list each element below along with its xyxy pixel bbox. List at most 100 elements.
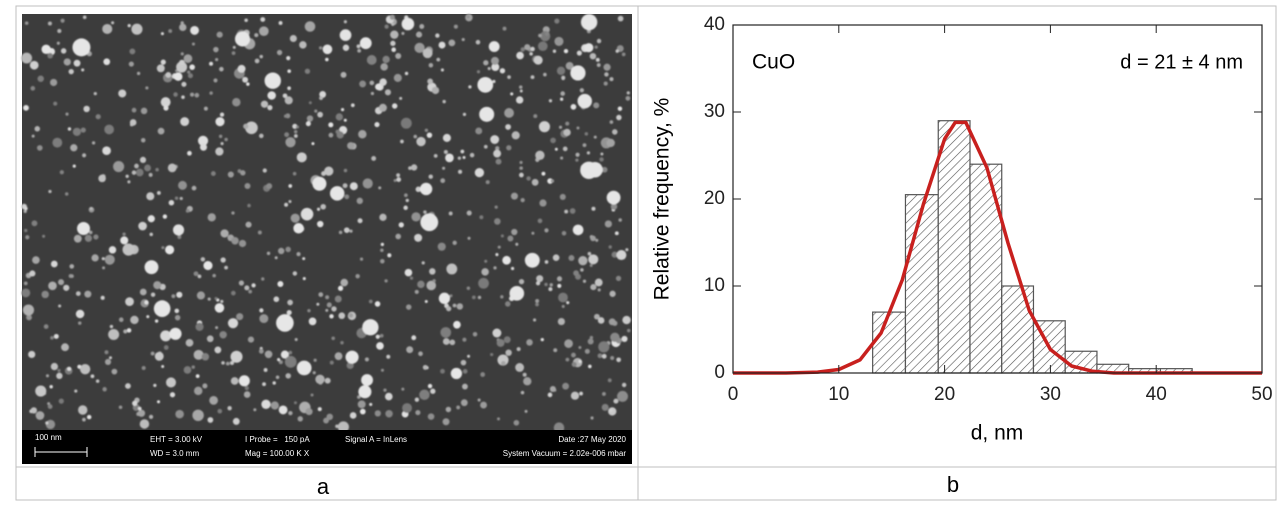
particle [176,61,188,73]
particle [564,339,573,348]
particle [206,335,214,343]
particle [617,15,624,22]
particle [237,64,246,73]
info-text: I Probe = 150 pA [245,435,310,444]
particle [424,128,429,133]
particle [560,156,564,160]
particle [401,387,405,391]
particle [604,220,612,228]
particle [493,149,502,158]
particle [440,178,446,184]
particle [606,190,621,205]
particle [61,343,69,352]
particle [626,328,631,333]
particle [530,75,535,80]
particle [167,163,177,173]
particle [426,132,433,138]
particle [556,66,566,75]
particle [193,349,204,360]
particle [386,354,391,359]
caption: b [947,472,959,497]
particle [179,23,187,32]
particle [36,145,43,151]
particle [462,155,466,159]
particle [243,391,251,398]
particle [391,103,398,109]
particle [225,361,230,366]
particle [477,295,482,300]
particle [262,168,267,173]
particle [258,348,264,354]
particle [232,45,236,49]
particle [219,66,224,72]
particle [538,33,542,38]
particle [539,199,547,207]
particle [497,245,501,249]
particle [359,37,372,50]
particle [374,301,381,307]
particle [535,150,545,161]
particle [150,292,156,297]
particle [576,126,580,130]
particle [125,297,134,307]
particle [154,351,164,361]
info-text: EHT = 3.00 kV [150,435,203,444]
particle [261,277,265,281]
particle [347,142,355,150]
particle [137,409,146,417]
particle [595,238,599,242]
particle [590,416,594,420]
particle [154,319,159,323]
particle [478,277,489,289]
particle [338,230,343,235]
scale-bar [34,447,88,457]
particle [557,283,562,288]
particle [359,257,364,261]
particle [253,408,257,412]
particle [457,156,462,160]
particle [356,197,363,205]
particle [34,126,41,132]
particle [427,383,433,389]
particle [595,57,600,62]
particle [391,47,396,53]
particle [127,180,131,184]
particle [102,146,111,156]
particle [610,355,615,360]
x-tick-label: 10 [828,384,849,405]
particle [174,196,179,200]
particle [582,279,587,283]
particle [621,52,626,57]
particle [30,86,36,91]
particle [406,346,414,354]
particle [190,25,199,35]
particle [460,399,468,407]
particle [344,194,350,200]
particle [495,253,499,257]
particle [49,385,53,389]
particle [289,34,297,43]
particle [81,68,85,72]
particle [246,82,250,86]
particle [224,265,228,270]
particle [173,72,183,81]
particle [538,121,551,133]
particle [358,385,372,399]
particle [575,152,580,157]
particle [563,128,571,137]
particle [560,97,564,101]
particle [612,129,618,135]
particle [88,230,93,235]
particle [172,224,185,236]
particle [587,251,592,256]
info-text: WD = 3.0 mm [150,449,199,458]
x-tick-label: 20 [934,384,955,405]
particle [502,255,511,265]
particle [568,255,575,261]
particle [290,213,300,223]
scale-bar-label: 100 nm [35,433,62,442]
particle [185,208,190,213]
particle [57,368,61,373]
particle [179,196,183,201]
particle [506,145,512,151]
